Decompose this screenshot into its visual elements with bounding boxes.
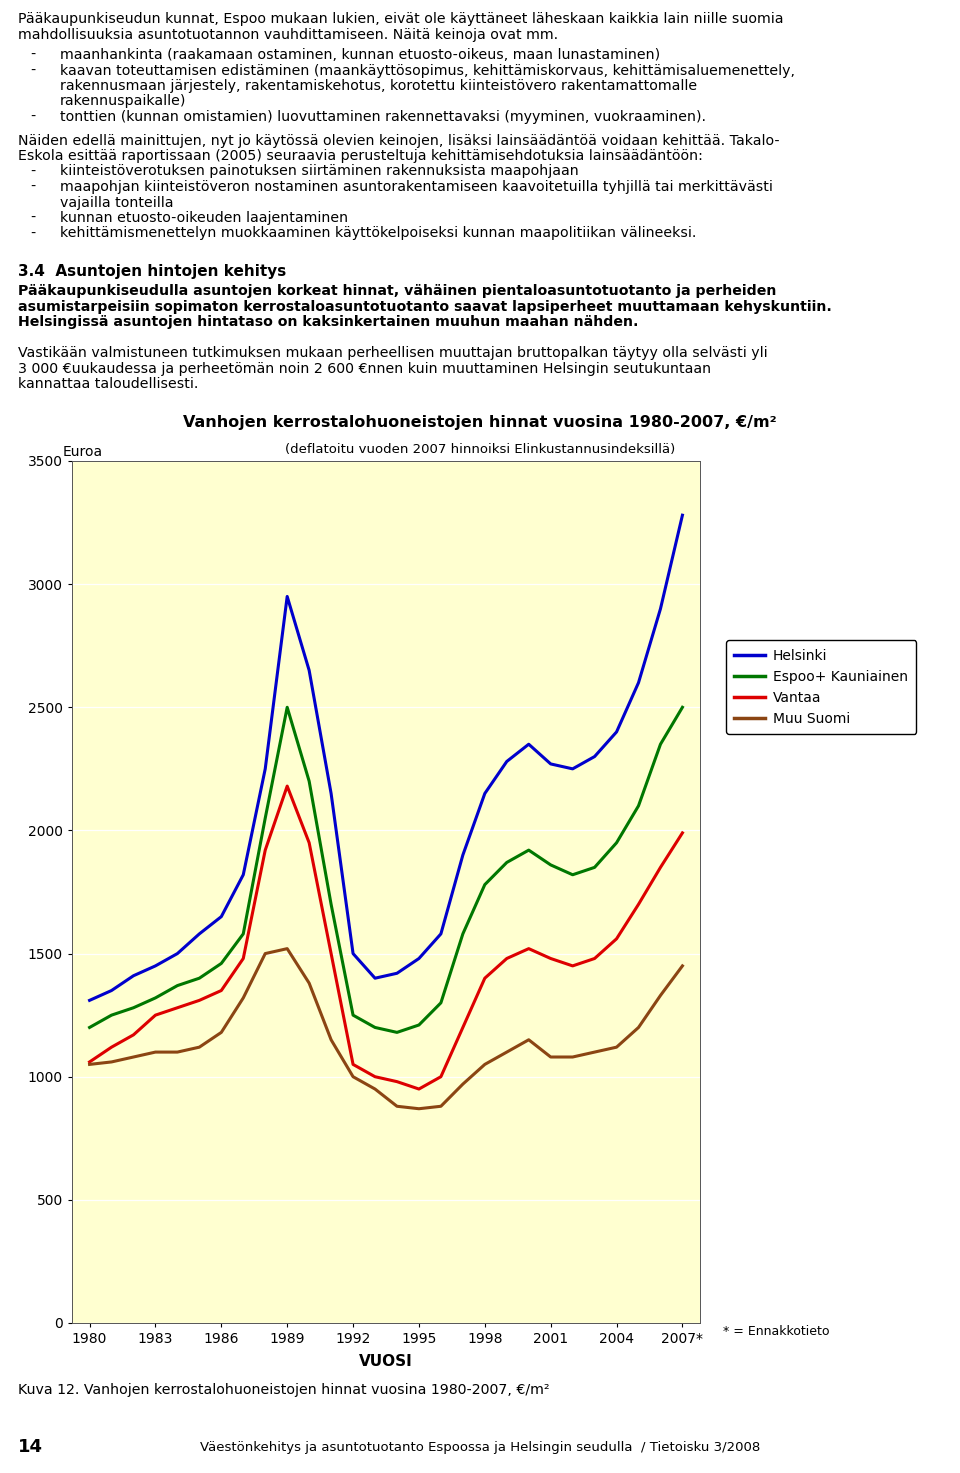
X-axis label: VUOSI: VUOSI — [359, 1354, 413, 1370]
Text: 14: 14 — [18, 1438, 43, 1455]
Text: rakennusmaan järjestely, rakentamiskehotus, korotettu kiinteistövero rakentamatt: rakennusmaan järjestely, rakentamiskehot… — [60, 80, 697, 93]
Legend: Helsinki, Espoo+ Kauniainen, Vantaa, Muu Suomi: Helsinki, Espoo+ Kauniainen, Vantaa, Muu… — [726, 641, 917, 734]
Text: 3.4  Asuntojen hintojen kehitys: 3.4 Asuntojen hintojen kehitys — [18, 264, 286, 278]
Text: maapohjan kiinteistöveron nostaminen asuntorakentamiseen kaavoitetuilla tyhjillä: maapohjan kiinteistöveron nostaminen asu… — [60, 180, 773, 194]
Text: -: - — [30, 180, 36, 194]
Text: Eskola esittää raportissaan (2005) seuraavia perusteltuja kehittämisehdotuksia l: Eskola esittää raportissaan (2005) seura… — [18, 149, 703, 164]
Text: (deflatoitu vuoden 2007 hinnoiksi Elinkustannusindeksillä): (deflatoitu vuoden 2007 hinnoiksi Elinku… — [285, 443, 675, 457]
Text: * = Ennakkotieto: * = Ennakkotieto — [723, 1326, 829, 1337]
Text: kehittämismenettelyn muokkaaminen käyttökelpoiseksi kunnan maapolitiikan välinee: kehittämismenettelyn muokkaaminen käyttö… — [60, 227, 696, 240]
Text: Euroa: Euroa — [62, 445, 103, 460]
Text: mahdollisuuksia asuntotuotannon vauhdittamiseen. Näitä keinoja ovat mm.: mahdollisuuksia asuntotuotannon vauhditt… — [18, 28, 558, 41]
Text: -: - — [30, 49, 36, 62]
Text: Pääkaupunkiseudun kunnat, Espoo mukaan lukien, eivät ole käyttäneet läheskaan ka: Pääkaupunkiseudun kunnat, Espoo mukaan l… — [18, 12, 783, 27]
Text: rakennuspaikalle): rakennuspaikalle) — [60, 94, 186, 109]
Text: -: - — [30, 63, 36, 78]
Text: -: - — [30, 165, 36, 178]
Text: -: - — [30, 110, 36, 124]
Text: kannattaa taloudellisesti.: kannattaa taloudellisesti. — [18, 377, 199, 392]
Text: Vastikään valmistuneen tutkimuksen mukaan perheellisen muuttajan bruttopalkan tä: Vastikään valmistuneen tutkimuksen mukaa… — [18, 346, 768, 361]
Text: kunnan etuosto-oikeuden laajentaminen: kunnan etuosto-oikeuden laajentaminen — [60, 211, 348, 225]
Text: maanhankinta (raakamaan ostaminen, kunnan etuosto-oikeus, maan lunastaminen): maanhankinta (raakamaan ostaminen, kunna… — [60, 49, 660, 62]
Text: Vanhojen kerrostalohuoneistojen hinnat vuosina 1980-2007, €/m²: Vanhojen kerrostalohuoneistojen hinnat v… — [183, 415, 777, 430]
Text: Kuva 12. Vanhojen kerrostalohuoneistojen hinnat vuosina 1980-2007, €/m²: Kuva 12. Vanhojen kerrostalohuoneistojen… — [18, 1383, 549, 1396]
Text: Pääkaupunkiseudulla asuntojen korkeat hinnat, vähäinen pientaloasuntotuotanto ja: Pääkaupunkiseudulla asuntojen korkeat hi… — [18, 284, 777, 298]
Text: tonttien (kunnan omistamien) luovuttaminen rakennettavaksi (myyminen, vuokraamin: tonttien (kunnan omistamien) luovuttamin… — [60, 110, 706, 124]
Text: -: - — [30, 211, 36, 225]
Text: Näiden edellä mainittujen, nyt jo käytössä olevien keinojen, lisäksi lainsäädänt: Näiden edellä mainittujen, nyt jo käytös… — [18, 134, 780, 147]
Text: vajailla tonteilla: vajailla tonteilla — [60, 196, 174, 209]
Text: Helsingissä asuntojen hintataso on kaksinkertainen muuhun maahan nähden.: Helsingissä asuntojen hintataso on kaksi… — [18, 315, 638, 328]
Text: -: - — [30, 227, 36, 240]
Text: asumistarpeisiin sopimaton kerrostaloasuntotuotanto saavat lapsiperheet muuttama: asumistarpeisiin sopimaton kerrostaloasu… — [18, 299, 832, 314]
Text: kaavan toteuttamisen edistäminen (maankäyttösopimus, kehittämiskorvaus, kehittäm: kaavan toteuttamisen edistäminen (maankä… — [60, 63, 795, 78]
Text: kiinteistöverotuksen painotuksen siirtäminen rakennuksista maapohjaan: kiinteistöverotuksen painotuksen siirtäm… — [60, 165, 579, 178]
Text: Väestönkehitys ja asuntotuotanto Espoossa ja Helsingin seudulla  / Tietoisku 3/2: Väestönkehitys ja asuntotuotanto Espooss… — [200, 1441, 760, 1454]
Text: 3 000 €uukaudessa ja perheetömän noin 2 600 €nnen kuin muuttaminen Helsingin seu: 3 000 €uukaudessa ja perheetömän noin 2 … — [18, 362, 711, 376]
